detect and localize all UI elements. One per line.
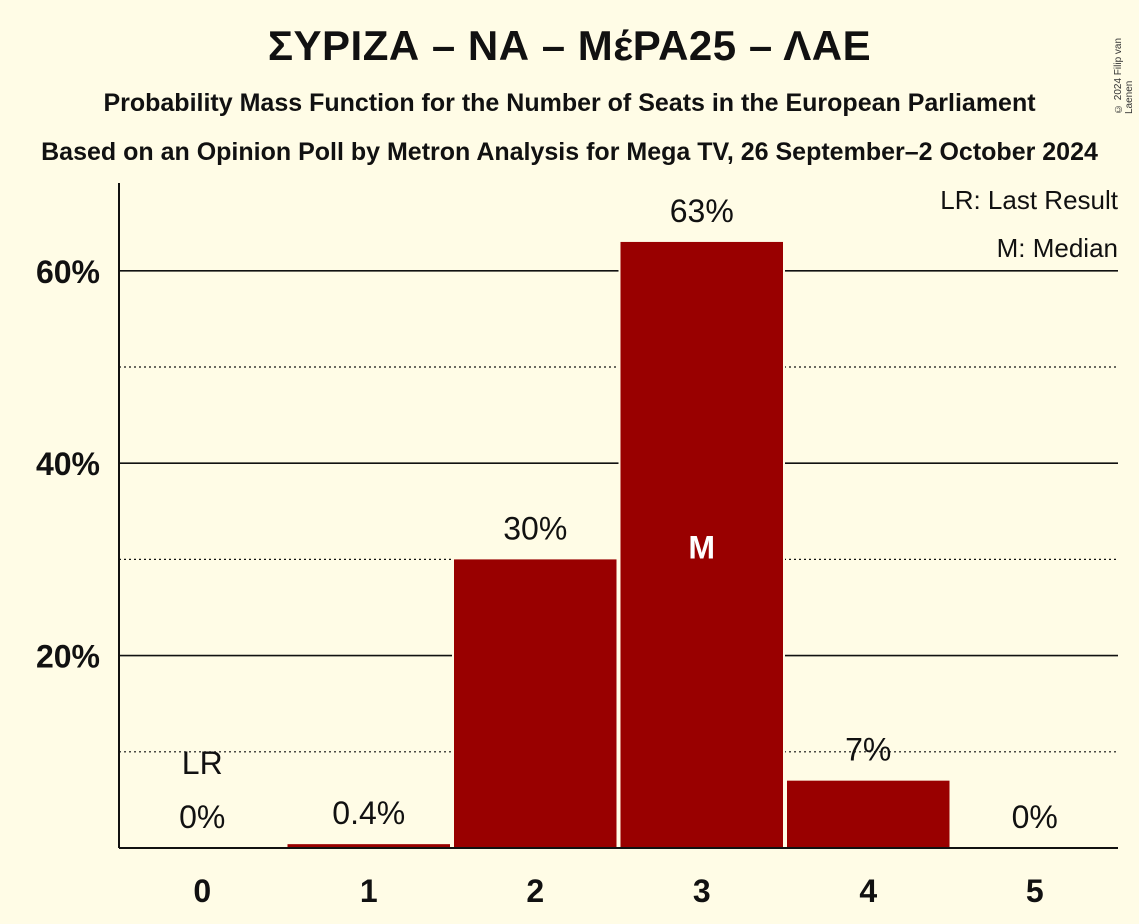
last-result-marker: LR (182, 745, 223, 781)
data-label: 0% (1012, 799, 1058, 835)
y-tick-label: 60% (36, 254, 100, 290)
data-label: 0% (179, 799, 225, 835)
x-tick-label: 5 (1026, 873, 1044, 909)
bar (787, 780, 950, 848)
x-tick-label: 3 (693, 873, 711, 909)
axes (118, 183, 1118, 849)
chart-source: Based on an Opinion Poll by Metron Analy… (41, 138, 1098, 166)
data-label: 30% (503, 510, 567, 546)
bar (287, 844, 450, 848)
y-tick-label: 40% (36, 446, 100, 482)
x-tick-label: 2 (526, 873, 544, 909)
x-tick-label: 1 (360, 873, 378, 909)
legend-median: M: Median (997, 233, 1118, 263)
data-label: 7% (845, 732, 891, 768)
bar (454, 559, 617, 848)
data-label: 0.4% (332, 795, 405, 831)
chart-subtitle: Probability Mass Function for the Number… (103, 89, 1036, 117)
median-marker: M (688, 529, 715, 565)
y-tick-label: 20% (36, 639, 100, 675)
data-label: 63% (670, 193, 734, 229)
legend-last-result: LR: Last Result (940, 185, 1119, 215)
x-tick-label: 0 (193, 873, 211, 909)
x-tick-label: 4 (859, 873, 877, 909)
bar (620, 241, 783, 848)
bars (285, 239, 952, 848)
chart-title: ΣΥΡΙΖΑ – ΝΑ – ΜέΡΑ25 – ΛΑΕ (267, 22, 872, 69)
